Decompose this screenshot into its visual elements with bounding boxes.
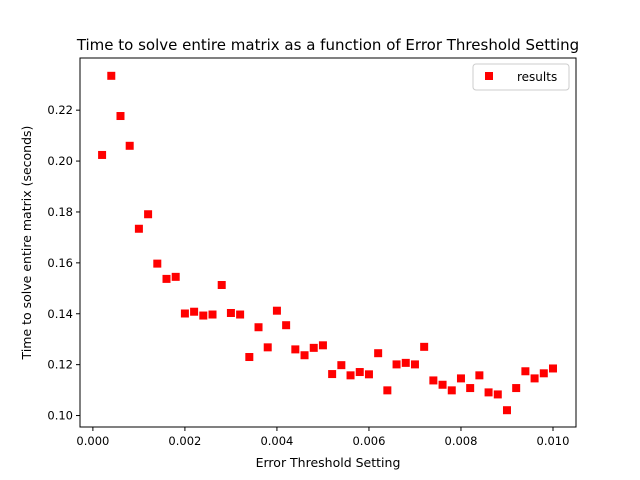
- data-point: [438, 380, 447, 389]
- data-point: [493, 390, 502, 399]
- data-point: [134, 224, 143, 233]
- data-point: [410, 360, 419, 369]
- data-point: [530, 374, 539, 383]
- data-point: [548, 364, 557, 373]
- data-point: [272, 306, 281, 315]
- x-tick-label: 0.002: [168, 434, 201, 448]
- x-tick-label: 0.010: [537, 434, 570, 448]
- data-point: [263, 343, 272, 352]
- data-point: [475, 371, 484, 380]
- data-point: [107, 71, 116, 80]
- legend-marker-results: [485, 72, 493, 80]
- data-point: [392, 360, 401, 369]
- series-results: [98, 71, 557, 415]
- data-point: [420, 342, 429, 351]
- data-point: [180, 309, 189, 318]
- data-point: [374, 349, 383, 358]
- x-axis-ticks: 0.000 0.002 0.004 0.006 0.008 0.010: [76, 427, 569, 448]
- data-point: [429, 376, 438, 385]
- data-point: [236, 310, 245, 319]
- data-point: [456, 374, 465, 383]
- data-point: [116, 112, 125, 121]
- data-point: [364, 370, 373, 379]
- data-point: [291, 345, 300, 354]
- data-point: [309, 343, 318, 352]
- x-axis-label: Error Threshold Setting: [256, 455, 401, 470]
- data-point: [98, 150, 107, 159]
- y-tick-label: 0.16: [47, 256, 73, 270]
- legend-label-results: results: [517, 70, 557, 84]
- plot-area: [80, 58, 576, 427]
- chart-title: Time to solve entire matrix as a functio…: [76, 36, 579, 54]
- data-point: [484, 388, 493, 397]
- data-point: [199, 311, 208, 320]
- data-point: [208, 310, 217, 319]
- x-tick-label: 0.006: [352, 434, 385, 448]
- data-point: [539, 369, 548, 378]
- y-axis-ticks: 0.10 0.12 0.14 0.16 0.18 0.20 0.22: [47, 103, 80, 423]
- data-point: [190, 307, 199, 316]
- data-point: [502, 406, 511, 415]
- data-point: [337, 361, 346, 370]
- y-tick-label: 0.12: [47, 358, 73, 372]
- data-point: [466, 384, 475, 393]
- data-point: [521, 367, 530, 376]
- data-point: [171, 272, 180, 281]
- data-point: [512, 384, 521, 393]
- data-point: [300, 351, 309, 360]
- data-point: [318, 341, 327, 350]
- data-point: [153, 259, 162, 268]
- legend-box: [472, 63, 570, 91]
- data-point: [226, 308, 235, 317]
- data-point: [346, 371, 355, 380]
- data-point: [254, 323, 263, 332]
- x-tick-label: 0.000: [76, 434, 109, 448]
- data-point: [401, 358, 410, 367]
- axes-frame: [79, 57, 577, 428]
- y-tick-label: 0.22: [47, 103, 73, 117]
- data-point: [355, 368, 364, 377]
- data-point: [282, 321, 291, 330]
- data-point: [447, 386, 456, 395]
- y-tick-label: 0.20: [47, 154, 73, 168]
- data-point: [383, 386, 392, 395]
- y-tick-label: 0.10: [47, 409, 73, 423]
- data-point: [125, 141, 134, 150]
- y-tick-label: 0.18: [47, 205, 73, 219]
- y-axis-label: Time to solve entire matrix (seconds): [19, 126, 34, 361]
- x-tick-label: 0.004: [260, 434, 293, 448]
- data-point: [245, 353, 254, 362]
- legend: results: [472, 63, 570, 91]
- data-point: [217, 280, 226, 289]
- data-point: [162, 274, 171, 283]
- x-tick-label: 0.008: [445, 434, 478, 448]
- plot-background: [80, 58, 576, 427]
- data-point: [328, 370, 337, 379]
- y-tick-label: 0.14: [47, 307, 73, 321]
- data-point: [144, 210, 153, 219]
